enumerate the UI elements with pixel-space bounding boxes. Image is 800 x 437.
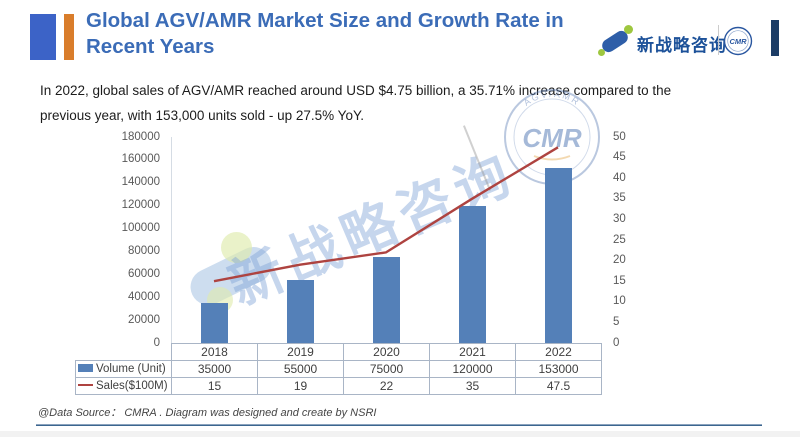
footer-divider xyxy=(36,424,762,426)
y-axis-label: 180000 xyxy=(121,130,160,143)
bar-2020 xyxy=(372,257,400,343)
y2-axis-label: 25 xyxy=(613,233,626,246)
sales-swatch-icon xyxy=(78,383,93,387)
y-axis-label: 0 xyxy=(153,336,160,349)
bar-2022 xyxy=(544,167,572,343)
year-cell: 2021 xyxy=(429,343,516,361)
badge-text: CMR xyxy=(729,37,747,46)
y-axis-label: 80000 xyxy=(128,244,160,257)
y-axis-label: 120000 xyxy=(121,199,160,212)
sales-value-cell: 22 xyxy=(343,377,430,395)
legend-volume: Volume (Unit) xyxy=(75,360,172,378)
y2-axis-label: 30 xyxy=(613,212,626,225)
sales-value-cell: 47.5 xyxy=(515,377,602,395)
y2-axis-label: 20 xyxy=(613,254,626,267)
y2-axis-label: 15 xyxy=(613,274,626,287)
y2-axis-label: 50 xyxy=(613,130,626,143)
volume-value-cell: 35000 xyxy=(171,360,258,378)
header-accent-orange-bar xyxy=(64,14,74,60)
sales-value-cell: 15 xyxy=(171,377,258,395)
y-axis-label: 60000 xyxy=(128,267,160,280)
volume-value-cell: 55000 xyxy=(257,360,344,378)
y2-axis-label: 35 xyxy=(613,192,626,205)
page-title-line2: Recent Years xyxy=(86,35,215,58)
year-cell: 2018 xyxy=(171,343,258,361)
year-cell: 2022 xyxy=(515,343,602,361)
brand-logo-icon xyxy=(598,24,634,58)
y-axis-label: 140000 xyxy=(121,176,160,189)
volume-value-cell: 153000 xyxy=(515,360,602,378)
y2-axis-label: 10 xyxy=(613,295,626,308)
brand-divider xyxy=(718,25,719,55)
legend-sales: Sales($100M) xyxy=(75,377,172,395)
sales-value-cell: 19 xyxy=(257,377,344,395)
volume-value-cell: 75000 xyxy=(343,360,430,378)
year-cell: 2019 xyxy=(257,343,344,361)
brand-name: 新战略咨询 xyxy=(637,36,727,55)
summary-text: In 2022, global sales of AGV/AMR reached… xyxy=(40,78,760,128)
y-axis-label: 160000 xyxy=(121,153,160,166)
table-corner-blank xyxy=(76,344,172,361)
cmr-badge-icon: CMR xyxy=(723,26,753,56)
y2-axis-label: 40 xyxy=(613,171,626,184)
y2-axis-label: 5 xyxy=(613,315,620,328)
bar-2019 xyxy=(286,280,314,343)
y-axis-label: 20000 xyxy=(128,313,160,326)
y2-axis-label: 0 xyxy=(613,336,620,349)
page-title-line1: Global AGV/AMR Market Size and Growth Ra… xyxy=(86,9,564,32)
page-title: Global AGV/AMR Market Size and Growth Ra… xyxy=(86,8,564,60)
data-source-text: @Data Source： CMRA . Diagram was designe… xyxy=(38,407,377,419)
logo-dot-icon xyxy=(624,25,633,34)
bar-2018 xyxy=(200,302,228,343)
bar-2021 xyxy=(458,205,486,343)
volume-value-cell: 120000 xyxy=(429,360,516,378)
volume-swatch-icon xyxy=(78,363,93,372)
year-cell: 2020 xyxy=(343,343,430,361)
logo-dot-icon xyxy=(598,49,605,56)
header-accent-blue-bar xyxy=(30,14,56,60)
summary-line1: In 2022, global sales of AGV/AMR reached… xyxy=(40,83,672,98)
plot-left-border xyxy=(171,137,172,343)
chart-data-table: 2018 2019 2020 2021 2022 Volume (Unit) 35000 55… xyxy=(75,343,602,395)
bottom-edge xyxy=(0,431,800,437)
header-navy-bar xyxy=(771,20,779,56)
y2-axis-label: 45 xyxy=(613,151,626,164)
y-axis-label: 40000 xyxy=(128,290,160,303)
summary-line2: previous year, with 153,000 units sold -… xyxy=(40,108,364,123)
sales-value-cell: 35 xyxy=(429,377,516,395)
y-axis-label: 100000 xyxy=(121,222,160,235)
